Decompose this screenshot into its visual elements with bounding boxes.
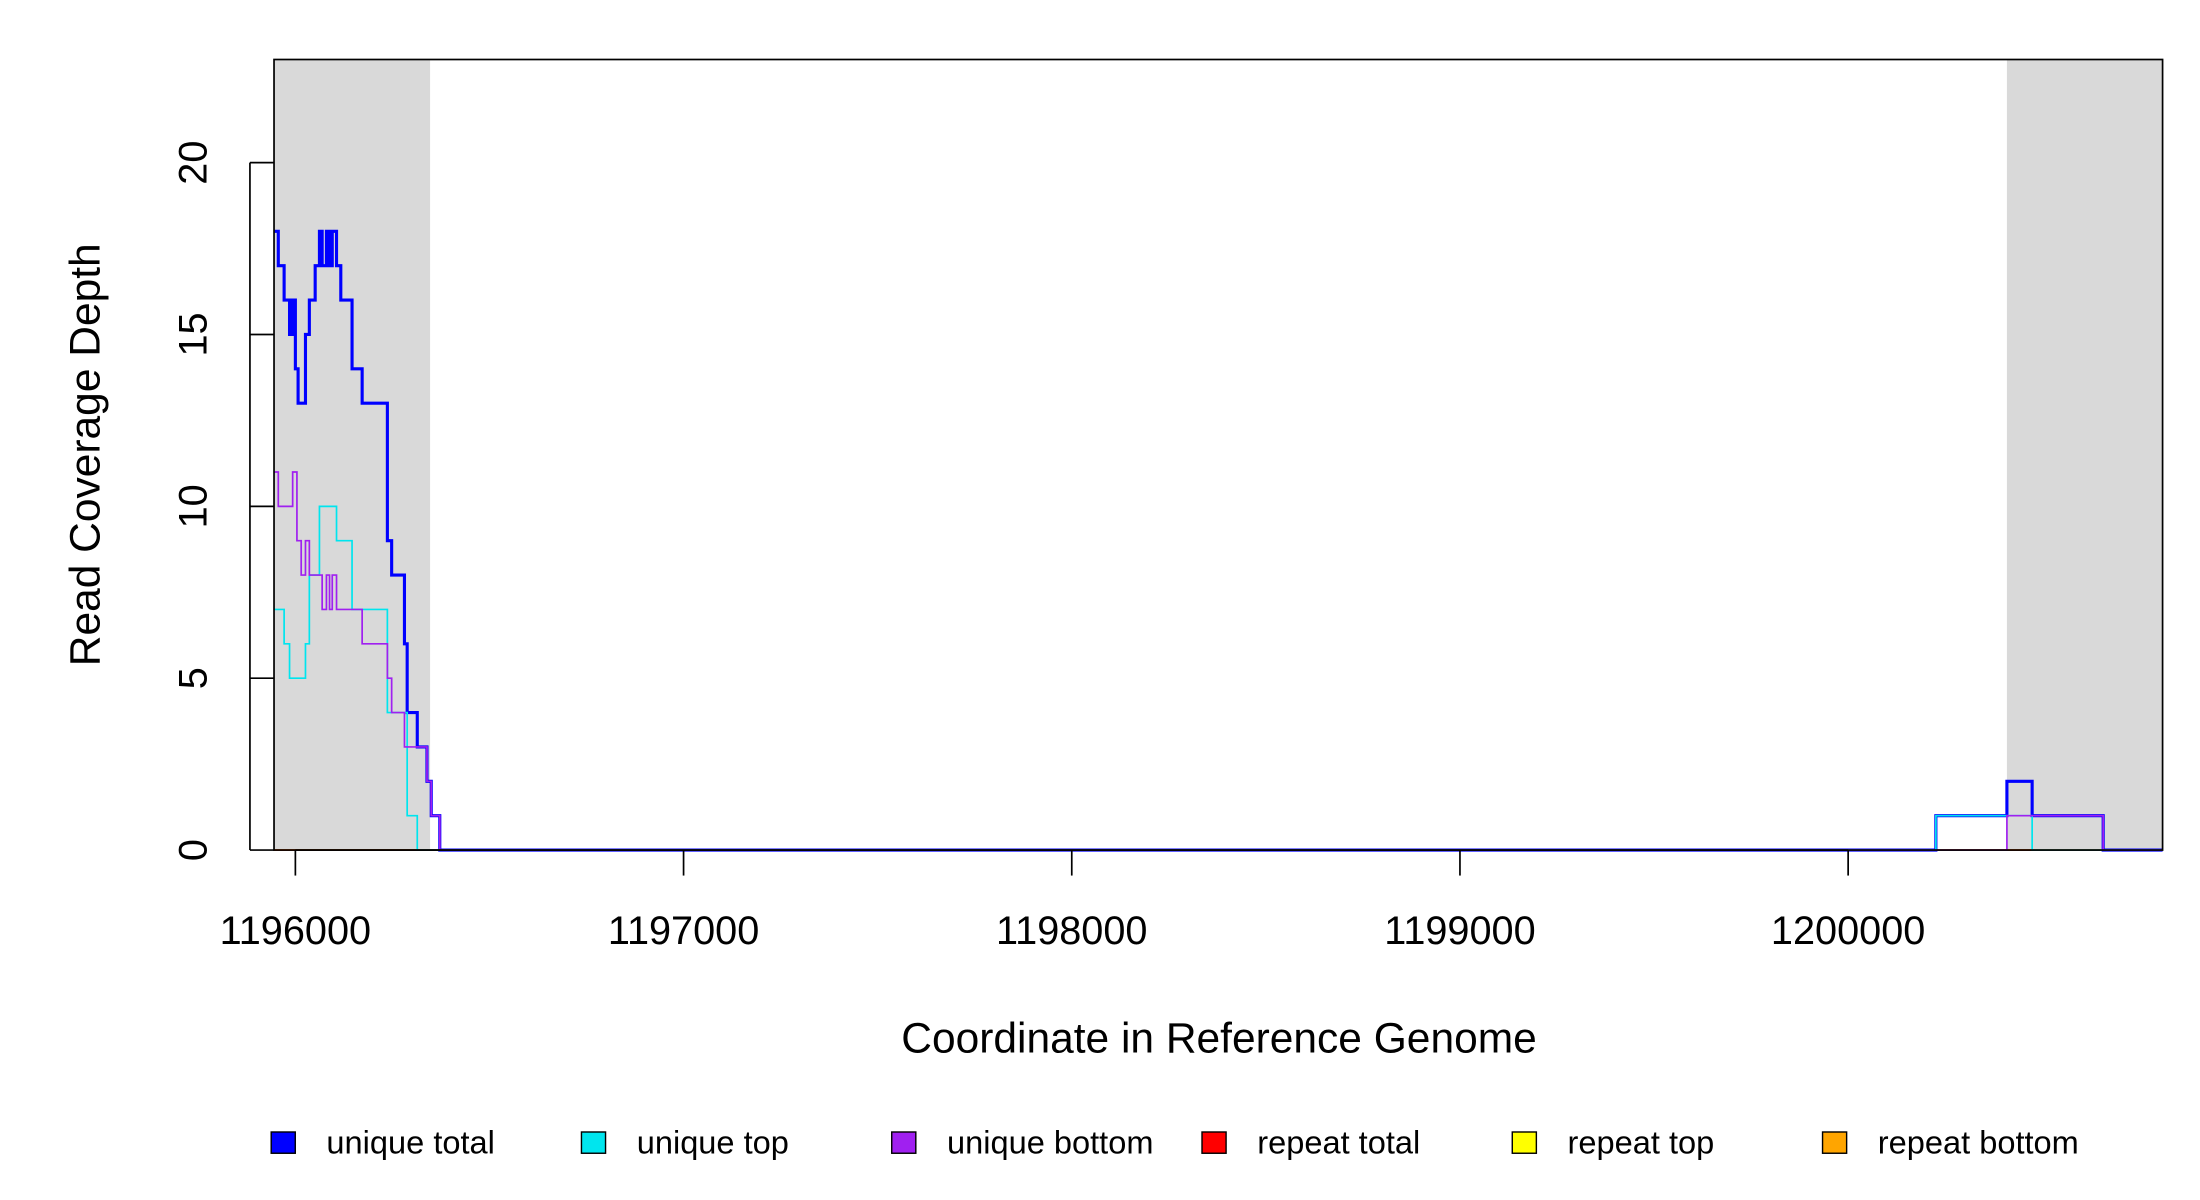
legend-swatch — [1201, 1131, 1227, 1154]
legend-label: unique top — [637, 1124, 789, 1160]
shaded-region — [2006, 59, 2163, 851]
legend-label: repeat total — [1257, 1124, 1420, 1160]
y-tick-label: 0 — [172, 839, 216, 861]
coverage-line — [274, 505, 2163, 851]
y-tick-label: 10 — [172, 484, 216, 528]
x-tick-label: 1197000 — [608, 909, 759, 953]
legend-swatch — [270, 1131, 296, 1154]
legend-label: repeat top — [1568, 1124, 1715, 1160]
y-tick-label: 20 — [172, 141, 216, 185]
x-tick-label: 1198000 — [996, 909, 1147, 953]
x-axis-label: Coordinate in Reference Genome — [901, 1016, 1537, 1063]
legend-swatch — [1511, 1131, 1538, 1154]
x-tick-label: 1199000 — [1384, 909, 1535, 953]
legend-label: unique bottom — [947, 1124, 1153, 1160]
coverage-line — [274, 471, 2163, 851]
legend-swatch — [891, 1131, 917, 1154]
y-tick-label: 15 — [172, 312, 216, 356]
legend-swatch — [1821, 1131, 1848, 1154]
y-tick-label: 5 — [172, 667, 216, 689]
x-tick-label: 1200000 — [1771, 909, 1925, 953]
plot-border — [273, 58, 2164, 851]
coverage-line — [274, 229, 2163, 852]
legend-swatch — [580, 1131, 607, 1154]
y-axis-label: Read Coverage Depth — [63, 243, 110, 666]
x-tick-label: 1196000 — [220, 909, 371, 953]
legend-label: unique total — [326, 1124, 494, 1160]
legend-label: repeat bottom — [1878, 1124, 2079, 1160]
